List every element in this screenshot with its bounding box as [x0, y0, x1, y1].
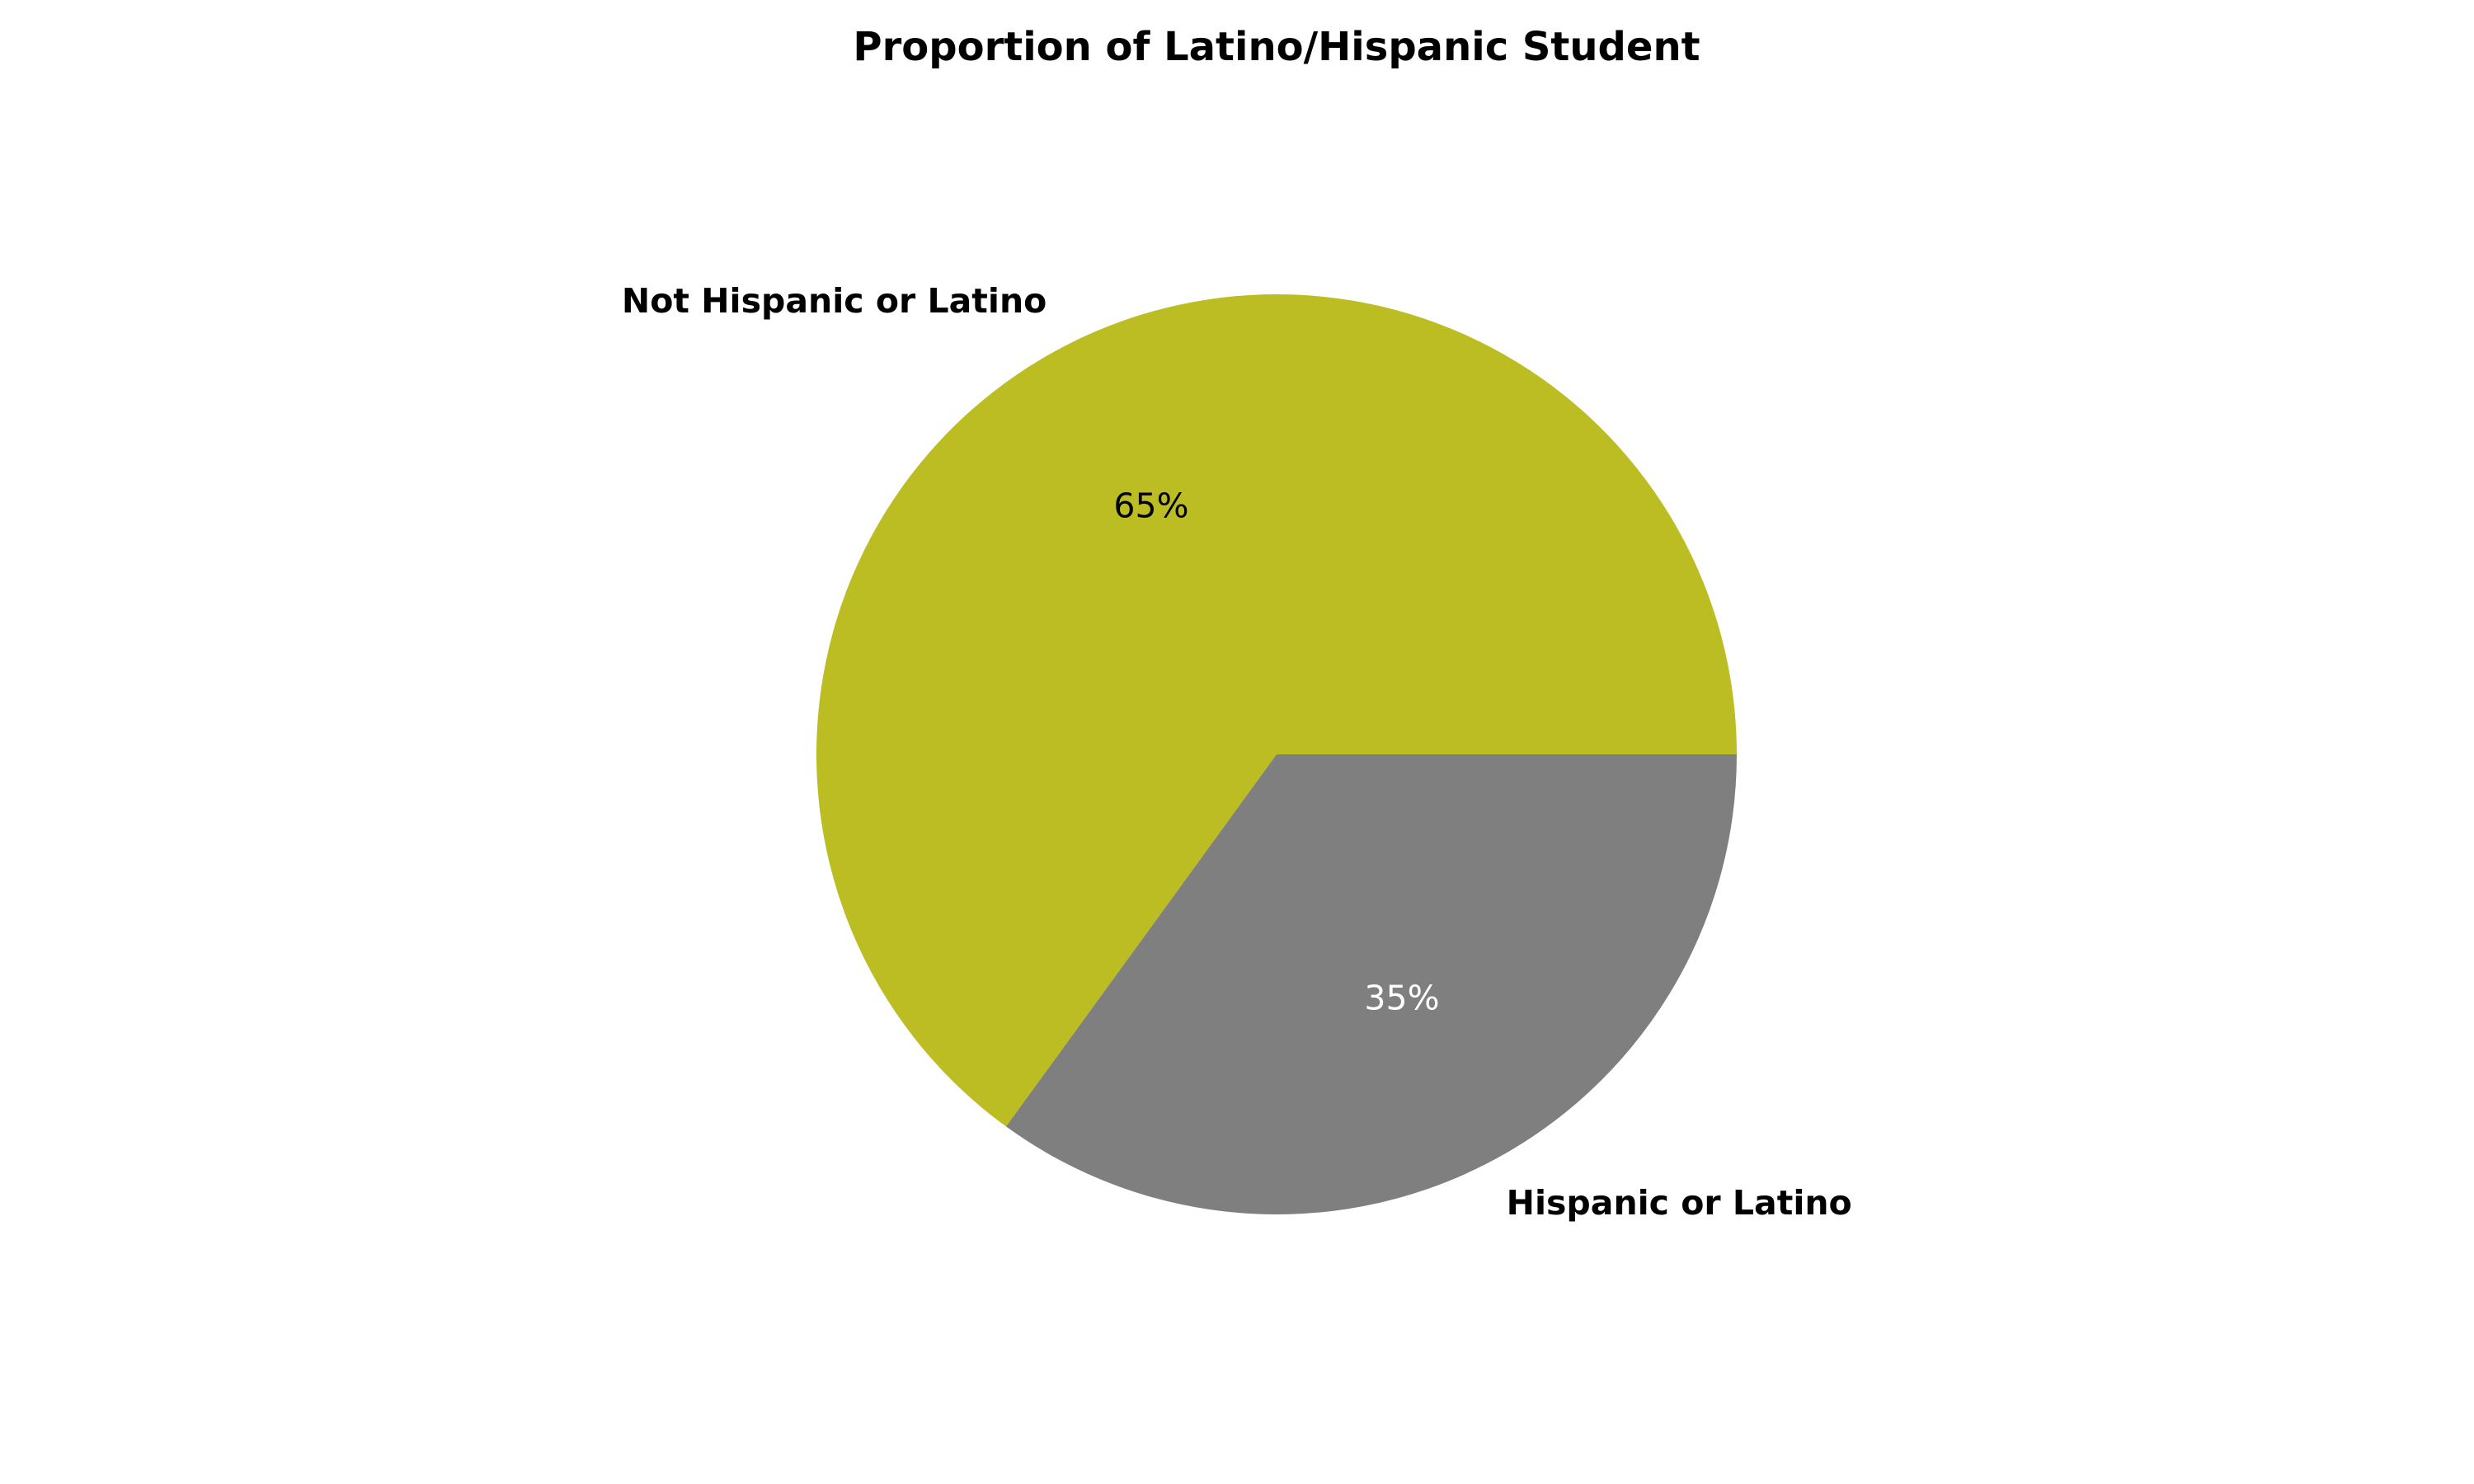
pie-category-label-0: Not Hispanic or Latino — [622, 281, 1047, 321]
pie-slices — [816, 294, 1737, 1214]
pie-percent-label-1: 35% — [1364, 978, 1439, 1017]
pie-percent-label-0: 65% — [1113, 486, 1188, 526]
chart-title: Proportion of Latino/Hispanic Student — [853, 24, 1700, 70]
pie-slice-0 — [816, 294, 1737, 1127]
pie-labels: 65% Not Hispanic or Latino 35% Hispanic or … — [622, 281, 1852, 1223]
pie-slice-1 — [1006, 754, 1737, 1214]
pie-category-label-1: Hispanic or Latino — [1507, 1183, 1852, 1223]
